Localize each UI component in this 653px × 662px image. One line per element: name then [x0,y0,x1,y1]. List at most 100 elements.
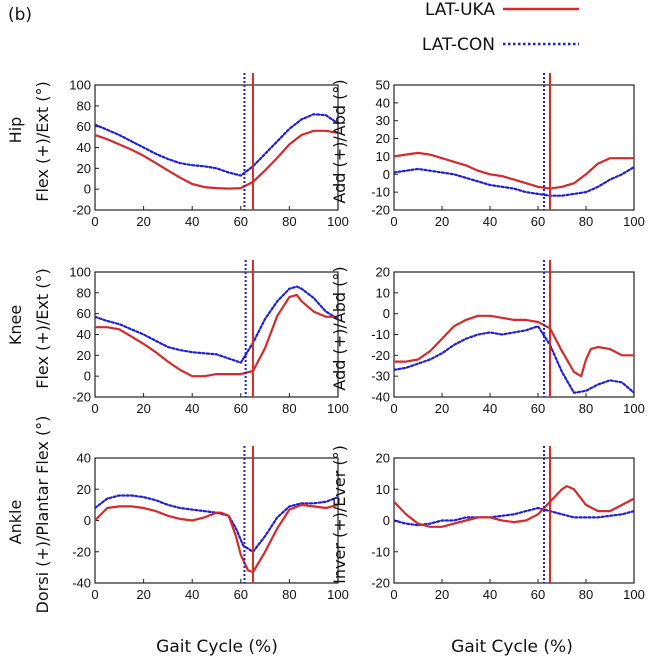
y-tick-label: 100 [69,265,91,280]
y-axis-label: Flex (+)/Ext (°) [33,81,52,201]
x-tick-label: 20 [435,587,449,602]
series-line-con [95,113,338,177]
x-tick-label: 40 [483,587,497,602]
x-tick-label: 60 [234,587,248,602]
y-tick-label: 40 [77,327,91,342]
subplot-knee-right: -40 -30 -20 -10 0 10 20 0 20 40 60 80 100 Add (+)/Abd… [330,260,645,416]
plot-area [95,494,338,574]
x-tick-label: 100 [623,401,645,416]
y-axis-label: Inver (+)/Ever (°) [330,445,349,584]
x-tick-label: 100 [327,401,349,416]
x-tick-label: 60 [531,401,545,416]
x-tick-label: 20 [435,214,449,229]
y-tick-label: 60 [77,119,91,134]
x-tick-label: 100 [623,587,645,602]
y-tick-label: 10 [376,285,390,300]
y-tick-label: -10 [371,544,390,559]
x-tick-label: 20 [136,401,150,416]
x-tick-label: 0 [390,401,397,416]
y-tick-label: 20 [77,161,91,176]
y-tick-label: 0 [383,167,390,182]
x-tick-label: 60 [531,214,545,229]
x-tick-label: 100 [327,587,349,602]
x-tick-label: 0 [91,401,98,416]
series-line-uka [394,314,634,378]
y-tick-label: 40 [77,451,91,466]
x-tick-label: 100 [327,214,349,229]
y-tick-label: -10 [371,185,390,200]
y-tick-label: -20 [371,203,390,218]
series-line-con [95,285,338,364]
x-tick-label: 20 [435,401,449,416]
y-tick-label: -20 [72,544,91,559]
y-tick-label: 100 [69,78,91,93]
y-tick-label: -20 [371,348,390,363]
y-tick-label: 0 [383,306,390,321]
plot-area [95,285,338,378]
x-tick-label: 20 [136,587,150,602]
x-tick-label: 80 [282,401,296,416]
series-line-con [394,325,634,394]
y-tick-label: 20 [77,482,91,497]
y-tick-label: -30 [371,369,390,384]
y-axis-label: Add (+)/Abd (°) [330,79,349,203]
x-tick-label: 0 [390,214,397,229]
x-tick-label: 40 [483,214,497,229]
x-tick-label: 20 [136,214,150,229]
series-line-uka [394,485,634,528]
y-axis-label: Flex (+)/Ext (°) [33,268,52,388]
x-tick-label: 80 [579,587,593,602]
series-line-uka [95,293,338,378]
plot-area [394,314,634,394]
x-tick-label: 0 [91,214,98,229]
y-tick-label: -20 [72,203,91,218]
x-tick-label: 0 [390,587,397,602]
y-tick-label: 0 [383,513,390,528]
series-line-con [394,506,634,527]
y-tick-label: 60 [77,306,91,321]
plot-frame [393,271,635,398]
x-tick-label: 60 [234,214,248,229]
x-axis-title-left: Gait Cycle (%) [156,637,278,657]
y-tick-label: 80 [77,98,91,113]
y-tick-label: 10 [376,149,390,164]
y-tick-label: -40 [371,390,390,405]
plot-area [394,485,634,528]
y-tick-label: 40 [77,140,91,155]
y-tick-label: 20 [77,348,91,363]
plot-area [95,113,338,190]
plot-area [394,151,634,197]
legend: LAT-UKA LAT-CON [422,0,579,55]
row-label-knee: Knee [6,305,25,345]
x-tick-label: 80 [579,401,593,416]
plot-frame [94,84,339,211]
x-tick-label: 100 [623,214,645,229]
y-tick-label: 20 [376,265,390,280]
plot-frame [94,457,339,584]
subplot-ankle-left: -40 -20 0 20 40 0 20 40 60 80 100 Dorsi (+)/Plantar… [33,416,349,614]
y-tick-label: 0 [84,182,91,197]
subplot-ankle-right: -20 -10 0 10 20 0 20 40 60 80 100 Inver (+)/Ever (°… [330,445,645,602]
series-line-uka [95,503,338,574]
plot-frame [393,84,635,211]
y-tick-label: -40 [72,576,91,591]
legend-label-uka: LAT-UKA [425,0,495,20]
x-tick-label: 80 [282,587,296,602]
y-tick-label: 20 [376,451,390,466]
y-tick-label: 20 [376,131,390,146]
plot-frame [94,271,339,398]
x-tick-label: 40 [483,401,497,416]
x-tick-label: 60 [531,587,545,602]
y-axis-label: Add (+)/Abd (°) [330,266,349,390]
y-tick-label: -10 [371,327,390,342]
x-tick-label: 0 [91,587,98,602]
series-line-uka [394,151,634,190]
x-tick-label: 40 [185,587,199,602]
y-tick-label: 10 [376,482,390,497]
series-line-uka [95,129,338,190]
x-tick-label: 80 [579,214,593,229]
